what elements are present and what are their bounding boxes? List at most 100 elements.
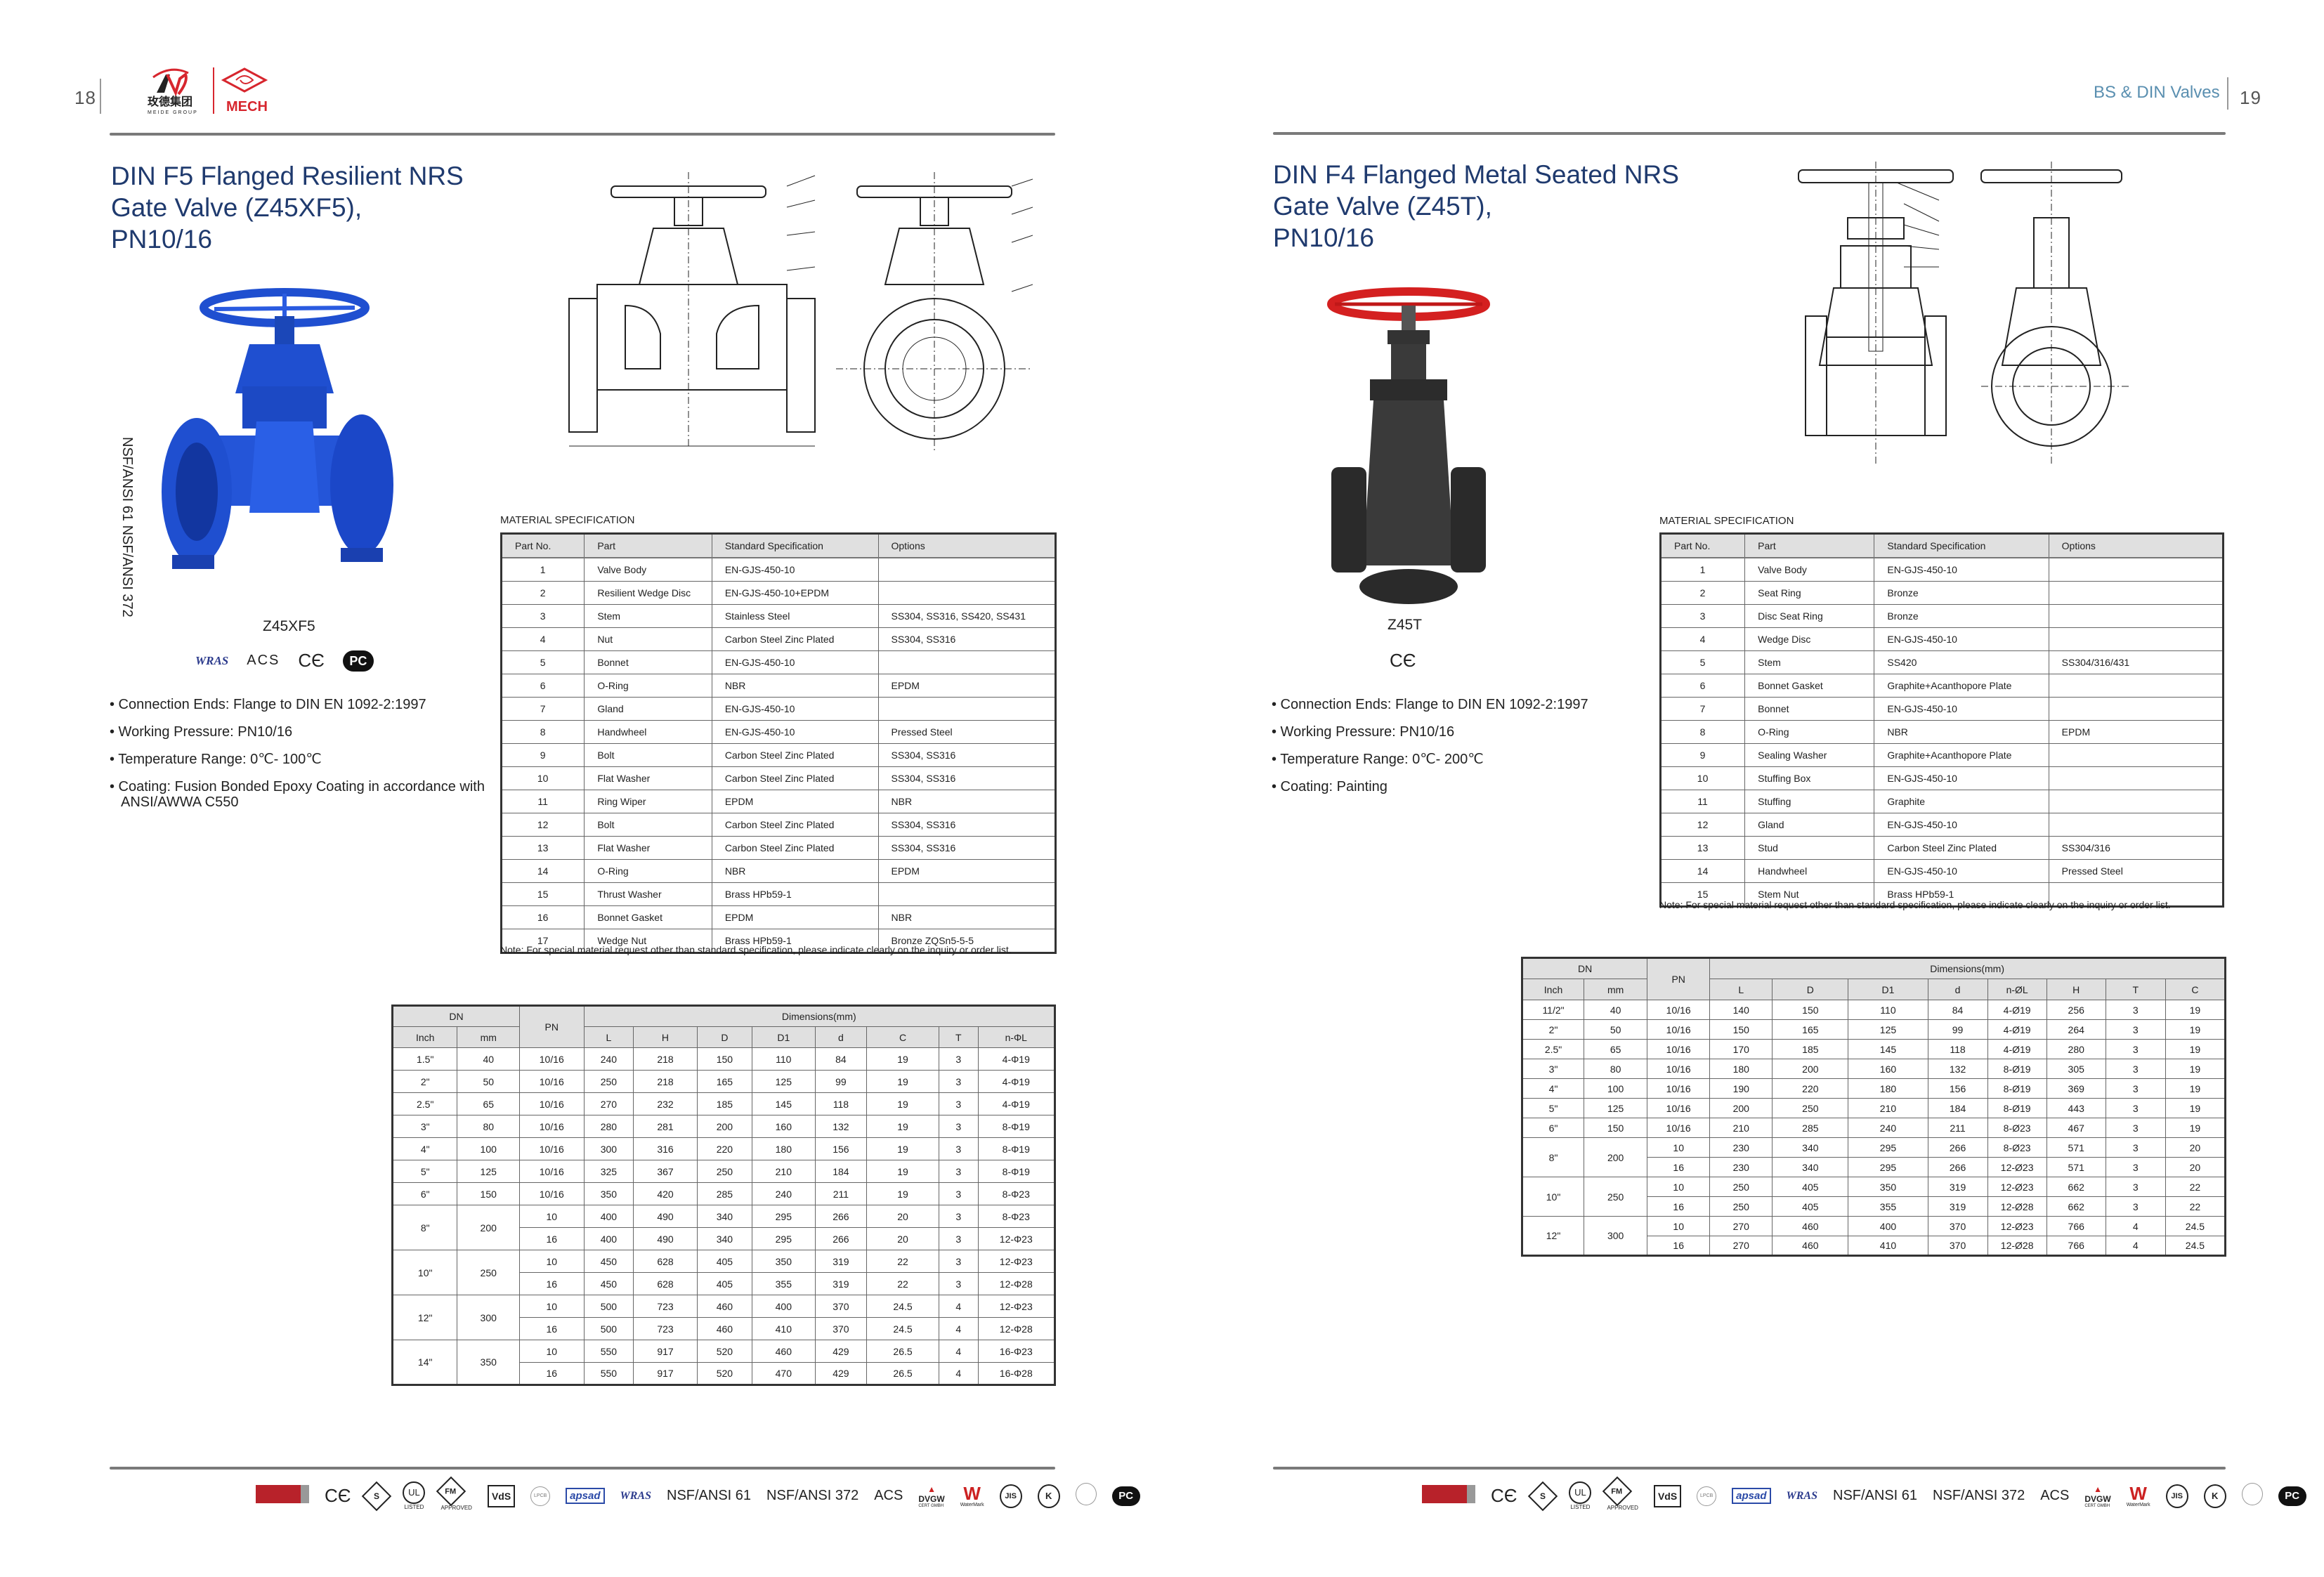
cell-dimension-value: 500 <box>583 1317 634 1340</box>
material-cell-options <box>2048 743 2224 767</box>
cell-mm: 100 <box>1584 1078 1648 1099</box>
header-dim-column: n-ØL <box>1987 979 2047 1000</box>
material-cell-spec: EN-GJS-450-10 <box>711 720 879 744</box>
cell-pn: 10/16 <box>519 1047 585 1071</box>
cell-dimension-value: 367 <box>633 1160 698 1183</box>
cell-dimension-value: 145 <box>1848 1039 1928 1059</box>
material-cell-no: 13 <box>500 836 585 860</box>
material-cell-part: Gland <box>1744 813 1875 837</box>
cell-dimension-value: 26.5 <box>866 1340 939 1363</box>
svg-text:MECH: MECH <box>226 99 268 114</box>
material-cell-no: 5 <box>500 650 585 674</box>
material-cell-spec: EN-GJS-450-10 <box>1874 766 2049 790</box>
cell-dimension-value: 185 <box>696 1092 753 1115</box>
cell-dimension-value: 370 <box>814 1295 868 1318</box>
cell-dimension-value: 319 <box>1927 1177 1988 1197</box>
material-cell-spec: Carbon Steel Zinc Plated <box>711 766 879 790</box>
cell-dimension-value: 370 <box>1927 1236 1988 1256</box>
header-dim-column: n-ΦL <box>977 1026 1056 1048</box>
cell-inch: 2" <box>1521 1019 1585 1040</box>
dimension-row: 3" 80 10/16 180 200 160 132 8-Ø19 305 3 19 <box>1521 1059 2226 1079</box>
cell-dimension-value: 350 <box>752 1250 816 1273</box>
dvgw-sub-text: CERT GMBH <box>918 1503 944 1508</box>
cell-dimension-value: 240 <box>1848 1118 1928 1138</box>
cell-dimension-value: 250 <box>583 1070 634 1093</box>
apsad-logo: apsad <box>566 1488 605 1504</box>
material-cell-options: EPDM <box>2048 720 2224 744</box>
cell-dimension-value: 3 <box>2105 1137 2166 1158</box>
cert-text: NSF/ANSI 372 <box>1933 1488 2025 1503</box>
material-cell-options: SS304/316 <box>2048 836 2224 860</box>
material-cell-part: Bonnet Gasket <box>1744 674 1875 698</box>
material-cell-options <box>877 697 1056 721</box>
cell-dimension-value: 12-Φ23 <box>977 1295 1056 1318</box>
cell-dimension-value: 211 <box>1927 1118 1988 1138</box>
material-row: 5 Stem SS420 SS304/316/431 <box>1659 650 2224 674</box>
dimension-row: 2" 50 10/16 250 218 165 125 99 19 3 4-Φ19 <box>391 1070 1056 1093</box>
material-row: 3 Disc Seat Ring Bronze <box>1659 604 2224 628</box>
dimension-row: 12" 300 10 500 723 460 400 370 24.5 4 12-Φ23 <box>391 1295 1056 1340</box>
material-cell-spec: Carbon Steel Zinc Plated <box>711 627 879 651</box>
header-dim-column: L <box>1709 979 1773 1000</box>
material-cell-options: SS304, SS316 <box>877 766 1056 790</box>
material-cell-options <box>877 581 1056 605</box>
material-row: 9 Sealing Washer Graphite+Acanthopore Plat… <box>1659 743 2224 767</box>
dimension-row: 16 500 723 460 410 370 24.5 4 12-Φ28 <box>393 1317 1056 1340</box>
cell-dimension-value: 19 <box>866 1137 939 1160</box>
cell-dimension-value: 571 <box>2046 1157 2106 1177</box>
cell-mm: 200 <box>1584 1137 1648 1177</box>
dvgw-logo: ▲ DVGW CERT GMBH <box>918 1484 945 1508</box>
dimension-row: 16 400 490 340 295 266 20 3 12-Φ23 <box>393 1227 1056 1250</box>
dvgw-text: DVGW <box>2084 1493 2111 1504</box>
material-cell-part: Bonnet <box>584 650 712 674</box>
wras-text: WRAS <box>620 1489 651 1502</box>
material-cell-part: Ring Wiper <box>584 790 712 813</box>
material-cell-no: 6 <box>1659 674 1746 698</box>
cell-inch: 12" <box>391 1295 458 1340</box>
cell-dimension-value: 150 <box>1772 1000 1849 1020</box>
title-line: PN10/16 <box>1273 223 1374 252</box>
cell-dimension-value: 443 <box>2046 1098 2106 1118</box>
jis-logo: JIS <box>999 1484 1022 1508</box>
product-photo-z45xf5 <box>158 281 397 615</box>
cell-dimension-value: 20 <box>2165 1137 2226 1158</box>
cell-dimension-value: 8-Ø23 <box>1987 1118 2047 1138</box>
material-cell-part: Bolt <box>584 743 712 767</box>
cell-dimension-value: 316 <box>633 1137 698 1160</box>
cell-dimension-value: 8-Ø19 <box>1987 1078 2047 1099</box>
cell-dimension-value: 266 <box>1927 1157 1988 1177</box>
watermark-logo: W WaterMark <box>960 1483 984 1507</box>
cell-dimension-value: 662 <box>2046 1177 2106 1197</box>
feature-item: • Working Pressure: PN10/16 <box>1272 724 1455 740</box>
cell-dimension-value: 24.5 <box>866 1317 939 1340</box>
material-cell-spec: NBR <box>711 859 879 883</box>
header-part-no: Part No. <box>1659 533 1746 558</box>
cell-dimension-value: 405 <box>1772 1196 1849 1217</box>
header-dim-column: C <box>866 1026 939 1048</box>
tse-logo-icon: S <box>362 1481 392 1511</box>
header-dn: DN <box>1521 957 1648 979</box>
header-dim-column: D1 <box>752 1026 816 1048</box>
cell-mm: 40 <box>1584 1000 1648 1020</box>
cell-mm: 150 <box>1584 1118 1648 1138</box>
cell-dimension-value: 3 <box>938 1205 979 1228</box>
material-row: 7 Gland EN-GJS-450-10 <box>500 697 1056 721</box>
cell-pn: 10/16 <box>1647 1059 1711 1079</box>
material-cell-part: Stud <box>1744 836 1875 860</box>
header-dn: DN <box>391 1005 521 1027</box>
material-cell-part: Stem Nut <box>1744 882 1875 907</box>
cell-dimension-value: 723 <box>633 1295 698 1318</box>
cell-dimension-value: 84 <box>1927 1000 1988 1020</box>
material-cell-spec: EN-GJS-450-10 <box>1874 697 2049 721</box>
material-cell-no: 6 <box>500 674 585 698</box>
cell-dimension-value: 281 <box>633 1115 698 1138</box>
pct-mark-icon: PC <box>2278 1486 2306 1506</box>
material-cell-no: 12 <box>500 813 585 837</box>
cell-inch: 12" <box>1521 1216 1585 1256</box>
footer-rule-right <box>1273 1467 2226 1470</box>
cell-dimension-value: 400 <box>583 1205 634 1228</box>
cell-dimension-value: 350 <box>1848 1177 1928 1197</box>
cell-mm: 80 <box>457 1115 521 1138</box>
cell-dimension-value: 280 <box>2046 1039 2106 1059</box>
